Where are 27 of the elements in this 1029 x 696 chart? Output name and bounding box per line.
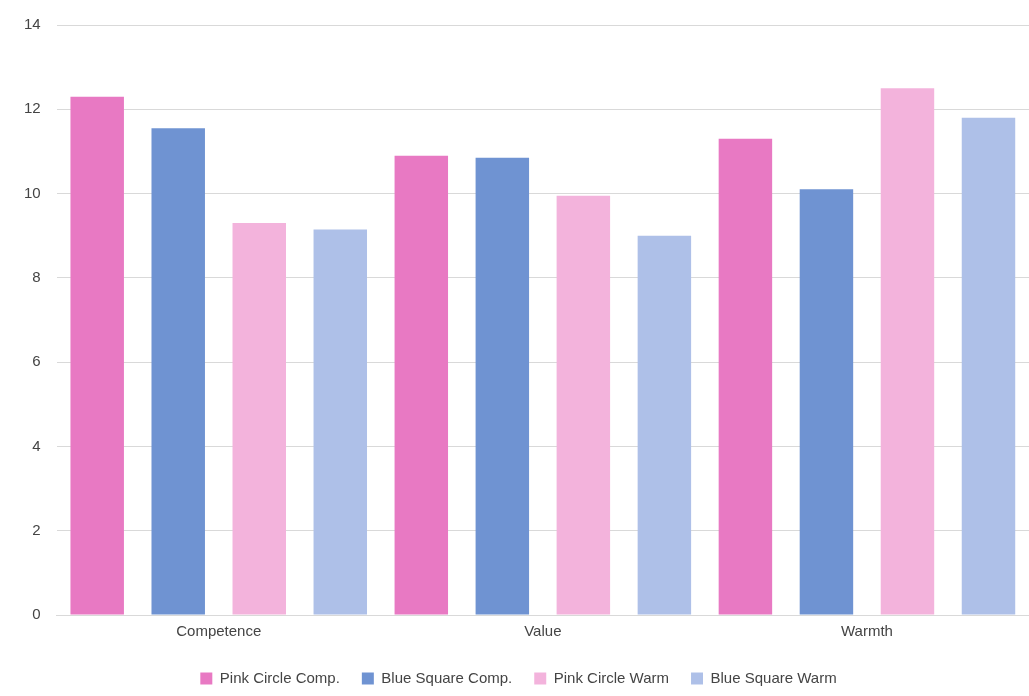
y-tick-label: 14 (24, 15, 41, 33)
y-tick-label: 10 (24, 183, 41, 201)
bar (556, 195, 611, 615)
bar (637, 235, 692, 615)
bar (475, 157, 530, 615)
bar (718, 138, 773, 615)
bar (151, 128, 205, 615)
y-tick-label: 0 (32, 605, 41, 623)
y-tick-label: 8 (32, 268, 41, 285)
x-tick-label: Value (524, 622, 562, 640)
legend-label: Pink Circle Warm (553, 668, 670, 686)
legend-label: Blue Square Warm (710, 668, 837, 686)
bar (799, 189, 854, 615)
bar (880, 88, 935, 615)
y-tick-label: 6 (32, 352, 41, 370)
bar (394, 155, 449, 615)
bar (961, 117, 1016, 615)
bar (232, 223, 286, 615)
y-tick-label: 2 (32, 520, 41, 538)
bar (313, 229, 368, 615)
x-tick-label: Competence (176, 622, 262, 640)
x-tick-label: Warmth (840, 622, 893, 640)
legend-label: Blue Square Comp. (381, 668, 513, 686)
y-tick-label: 4 (32, 436, 41, 454)
legend-label: Pink Circle Comp. (219, 668, 340, 686)
bar (70, 96, 124, 615)
y-tick-label: 12 (24, 99, 41, 117)
